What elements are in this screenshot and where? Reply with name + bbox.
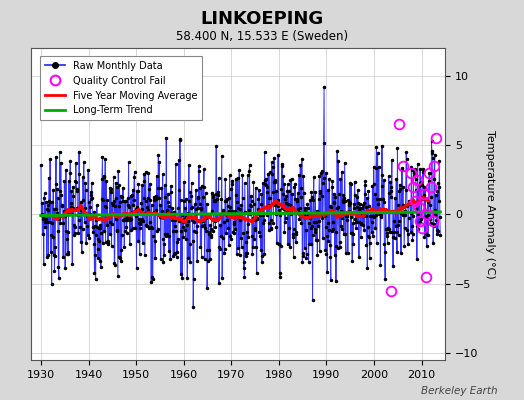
- Y-axis label: Temperature Anomaly (°C): Temperature Anomaly (°C): [485, 130, 495, 278]
- Legend: Raw Monthly Data, Quality Control Fail, Five Year Moving Average, Long-Term Tren: Raw Monthly Data, Quality Control Fail, …: [40, 56, 202, 120]
- Text: 58.400 N, 15.533 E (Sweden): 58.400 N, 15.533 E (Sweden): [176, 30, 348, 43]
- Text: Berkeley Earth: Berkeley Earth: [421, 386, 498, 396]
- Text: LINKOEPING: LINKOEPING: [200, 10, 324, 28]
